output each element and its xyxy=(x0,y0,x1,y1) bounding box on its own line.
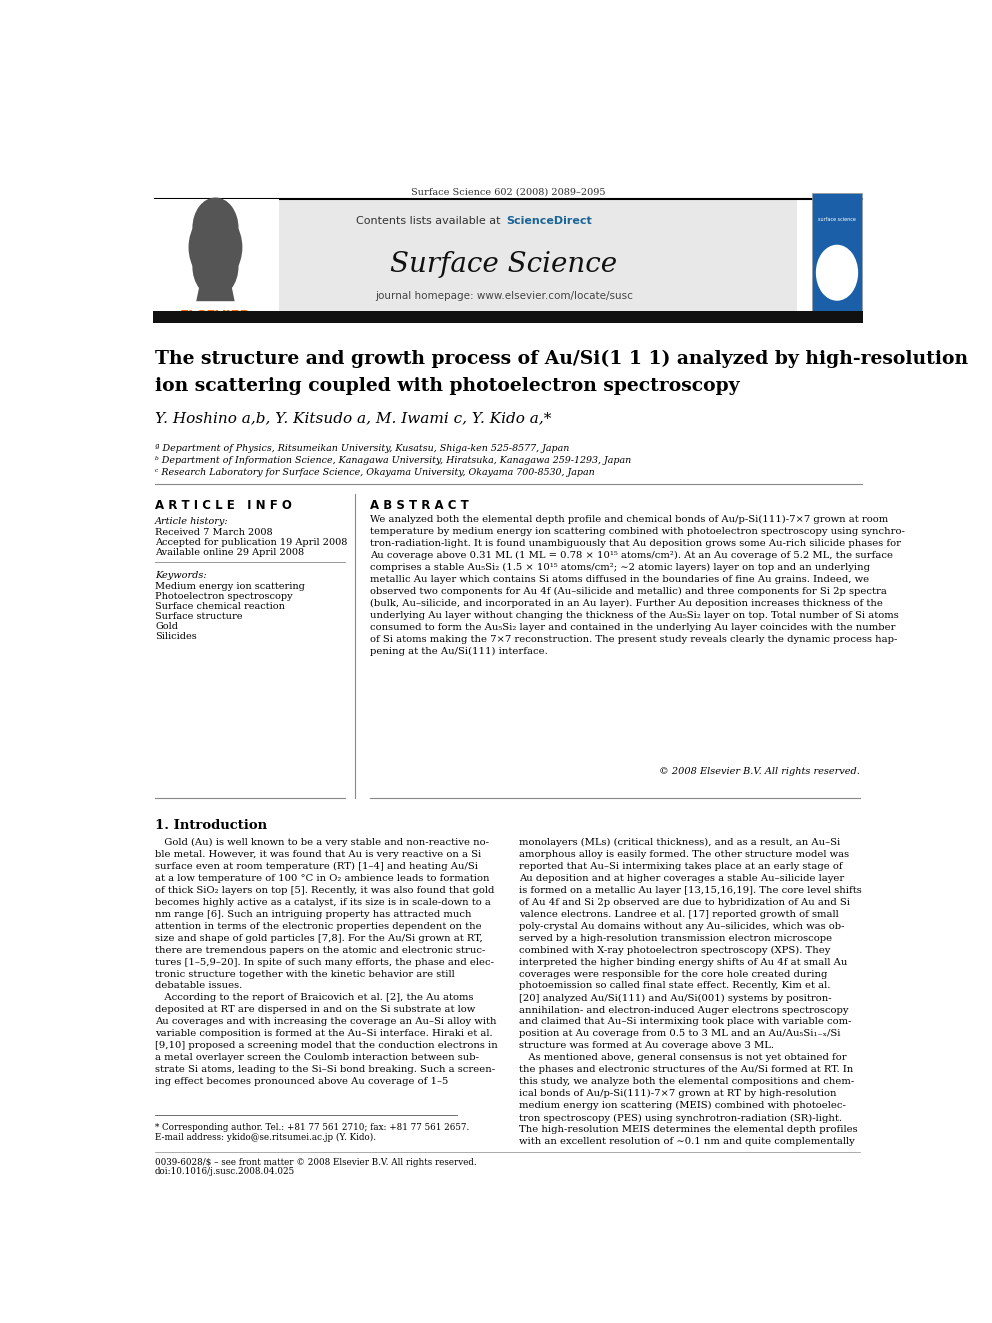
Text: 0039-6028/$ – see front matter © 2008 Elsevier B.V. All rights reserved.: 0039-6028/$ – see front matter © 2008 El… xyxy=(155,1158,476,1167)
Text: ELSEVIER: ELSEVIER xyxy=(180,308,251,321)
Circle shape xyxy=(192,235,238,298)
Circle shape xyxy=(188,212,242,283)
Text: Gold: Gold xyxy=(155,622,178,631)
Text: Gold (Au) is well known to be a very stable and non-reactive no-
ble metal. Howe: Gold (Au) is well known to be a very sta… xyxy=(155,837,498,1086)
FancyBboxPatch shape xyxy=(154,311,863,323)
Text: ELSEVIER TREE: ELSEVIER TREE xyxy=(189,241,242,246)
Text: The structure and growth process of Au/Si(1 1 1) analyzed by high-resolution: The structure and growth process of Au/S… xyxy=(155,349,968,368)
FancyBboxPatch shape xyxy=(154,198,797,320)
Text: Keywords:: Keywords: xyxy=(155,572,206,581)
Text: doi:10.1016/j.susc.2008.04.025: doi:10.1016/j.susc.2008.04.025 xyxy=(155,1167,296,1176)
Text: A B S T R A C T: A B S T R A C T xyxy=(370,499,469,512)
Text: Medium energy ion scattering: Medium energy ion scattering xyxy=(155,582,305,591)
FancyBboxPatch shape xyxy=(812,193,862,318)
Polygon shape xyxy=(196,209,235,302)
Ellipse shape xyxy=(815,245,858,300)
Text: ᶜ Research Laboratory for Surface Science, Okayama University, Okayama 700-8530,: ᶜ Research Laboratory for Surface Scienc… xyxy=(155,468,595,478)
Text: Received 7 March 2008: Received 7 March 2008 xyxy=(155,528,273,537)
Text: Silicides: Silicides xyxy=(155,632,196,642)
Text: Contents lists available at: Contents lists available at xyxy=(356,216,504,226)
Text: surface science: surface science xyxy=(818,217,856,221)
Text: ion scattering coupled with photoelectron spectroscopy: ion scattering coupled with photoelectro… xyxy=(155,377,740,394)
Text: ª Department of Physics, Ritsumeikan University, Kusatsu, Shiga-ken 525-8577, Ja: ª Department of Physics, Ritsumeikan Uni… xyxy=(155,443,569,452)
Text: 1. Introduction: 1. Introduction xyxy=(155,819,267,832)
Text: © 2008 Elsevier B.V. All rights reserved.: © 2008 Elsevier B.V. All rights reserved… xyxy=(660,767,860,777)
Text: Surface Science: Surface Science xyxy=(390,251,617,278)
Text: ᵇ Department of Information Science, Kanagawa University, Hiratsuka, Kanagawa 25: ᵇ Department of Information Science, Kan… xyxy=(155,456,631,464)
Text: monolayers (MLs) (critical thickness), and as a result, an Au–Si
amorphous alloy: monolayers (MLs) (critical thickness), a… xyxy=(519,837,862,1147)
Text: Article history:: Article history: xyxy=(155,517,228,525)
Text: * Corresponding author. Tel.: +81 77 561 2710; fax: +81 77 561 2657.: * Corresponding author. Tel.: +81 77 561… xyxy=(155,1123,469,1131)
Text: Y. Hoshino a,b, Y. Kitsudo a, M. Iwami c, Y. Kido a,*: Y. Hoshino a,b, Y. Kitsudo a, M. Iwami c… xyxy=(155,411,552,425)
FancyBboxPatch shape xyxy=(154,198,279,320)
Circle shape xyxy=(192,197,238,258)
Text: Photoelectron spectroscopy: Photoelectron spectroscopy xyxy=(155,593,293,601)
Text: E-mail address: ykido@se.ritsumei.ac.jp (Y. Kido).: E-mail address: ykido@se.ritsumei.ac.jp … xyxy=(155,1132,376,1142)
Text: A R T I C L E   I N F O: A R T I C L E I N F O xyxy=(155,499,292,512)
Text: Accepted for publication 19 April 2008: Accepted for publication 19 April 2008 xyxy=(155,538,347,548)
Text: journal homepage: www.elsevier.com/locate/susc: journal homepage: www.elsevier.com/locat… xyxy=(375,291,633,302)
Text: Surface chemical reaction: Surface chemical reaction xyxy=(155,602,285,611)
Text: Available online 29 April 2008: Available online 29 April 2008 xyxy=(155,548,305,557)
Text: ScienceDirect: ScienceDirect xyxy=(506,216,592,226)
Text: We analyzed both the elemental depth profile and chemical bonds of Au/p-Si(111)-: We analyzed both the elemental depth pro… xyxy=(370,515,906,656)
Text: Surface structure: Surface structure xyxy=(155,613,242,622)
Text: Surface Science 602 (2008) 2089–2095: Surface Science 602 (2008) 2089–2095 xyxy=(411,188,606,197)
